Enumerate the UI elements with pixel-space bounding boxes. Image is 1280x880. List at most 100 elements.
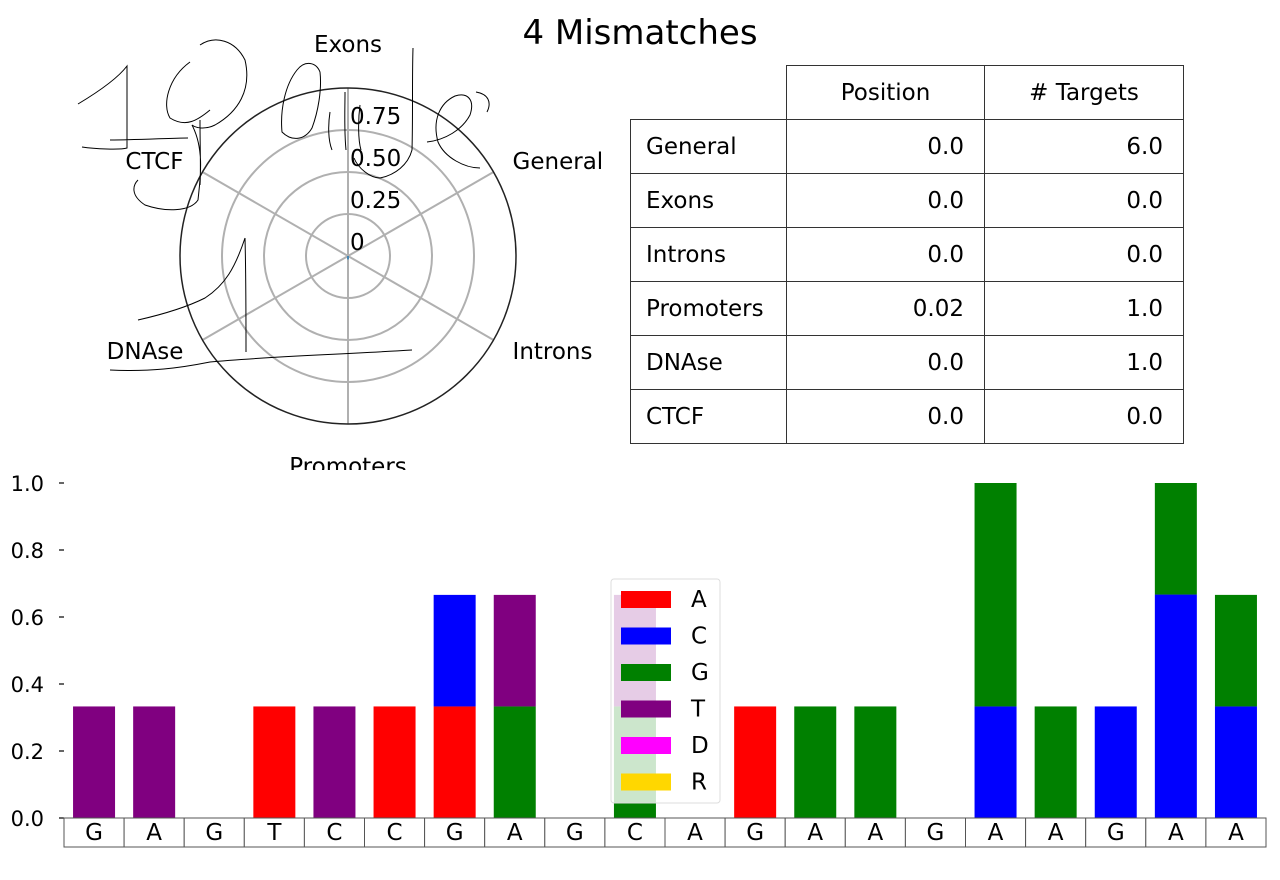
bar-segment-T [73,706,116,818]
legend-label: R [691,770,707,796]
sequence-cell [724,817,786,848]
radar-axis-label: Promoters [289,454,407,470]
x-tick-label: G [927,820,945,846]
row-label: Exons [630,173,787,228]
x-tick-label: A [687,820,703,846]
bar-segment-C [974,706,1017,818]
row-label: Promoters [630,281,787,336]
x-tick-label: A [507,820,523,846]
sequence-cell [844,817,906,848]
sequence-cell [784,817,846,848]
targets-value: 6.0 [984,119,1184,174]
radar-tick-label: 0.75 [350,104,401,130]
bar-segment-C [1154,594,1197,818]
bar-segment-T [613,594,656,707]
x-tick-label: A [1168,820,1184,846]
position-value: 0.0 [786,173,985,228]
x-tick-label: G [446,820,464,846]
bar-segment-A [373,706,416,818]
table-row: DNAse 0.0 1.0 [630,335,1184,390]
table-row: Exons 0.0 0.0 [630,173,1184,228]
table-row: CTCF 0.0 0.0 [630,389,1184,444]
scribble-stroke [281,47,414,179]
position-value: 0.02 [786,281,985,336]
bar-segment-G [1214,594,1257,707]
radar-tick-label: 0 [350,230,365,256]
y-tick-label: 1.0 [11,472,44,496]
radar-axis-label: DNAse [107,339,184,365]
bar-segment-T [313,706,356,818]
radar-spoke [202,255,349,341]
legend-swatch-T [621,700,671,718]
radar-tick-labels: 0 0.25 0.50 0.75 [350,104,401,256]
radar-grid [179,87,517,425]
radar-axis-label: General [513,149,604,175]
y-tick-label: 0.0 [11,807,44,831]
table-row: Promoters 0.02 1.0 [630,281,1184,336]
x-tick-label: G [1107,820,1125,846]
x-tick-label: G [746,820,764,846]
sequence-cell [424,817,486,848]
bar-series [73,483,1257,818]
bar-segment-A [734,706,777,818]
radar-axis-label: CTCF [125,149,183,175]
sequence-cell [664,817,726,848]
x-tick-label: G [205,820,223,846]
legend-swatch-D [621,737,671,754]
summary-table: Position # Targets General 0.0 6.0 Exons… [630,65,1184,444]
sequence-cell [1145,817,1207,848]
sequence-cell [604,817,666,848]
targets-value: 1.0 [984,281,1184,336]
x-tick-label: G [566,820,584,846]
y-tick-label: 0.6 [11,606,44,630]
x-tick-label: G [85,820,103,846]
bar-segment-G [613,706,656,818]
table-corner-cell [631,66,787,120]
y-tick-label: 0.4 [11,673,44,697]
sequence-cell [484,817,546,848]
targets-value: 1.0 [984,335,1184,390]
radar-outer-ring [179,87,517,425]
legend-label: C [691,624,707,650]
legend-label: A [691,587,707,613]
bar-segment-G [794,706,837,818]
targets-value: 0.0 [984,227,1184,282]
legend-box [610,578,721,804]
radar-axis-labels: Exons General Introns Promoters DNAse CTCF [107,32,604,470]
row-label: Introns [630,227,787,282]
table-row: General 0.0 6.0 [630,119,1184,174]
row-label: DNAse [630,335,787,390]
sequence-cell [544,817,606,848]
column-header-targets: # Targets [984,65,1184,120]
bar-segment-G [493,706,536,818]
row-label: CTCF [630,389,787,444]
legend-label: T [690,697,706,723]
y-tick-label: 0.2 [11,740,44,764]
page-title: 4 Mismatches [522,13,758,53]
x-tick-label: A [1048,820,1064,846]
bar-segment-T [493,594,536,707]
x-tick-label: A [1228,820,1244,846]
sequence-cell [1085,817,1147,848]
targets-value: 0.0 [984,389,1184,444]
legend-label: G [691,660,709,686]
sequence-cell [63,817,125,848]
position-value: 0.0 [786,389,985,444]
x-tick-label: A [146,820,162,846]
scribble-stroke [77,64,189,150]
legend-swatch-G [621,664,671,681]
radar-spoke [347,171,494,257]
sequence-cell [364,817,426,848]
radar-tick-label: 0.25 [350,188,401,214]
sequence-cell [1025,817,1087,848]
sequence-cell [303,817,365,848]
column-header-position: Position [786,65,985,120]
bar-segment-G [1034,706,1077,818]
bar-segment-G [974,483,1017,707]
legend-swatch-A [621,591,671,608]
sequence-cell [123,817,185,848]
bar-segment-C [1094,706,1137,818]
position-value: 0.0 [786,335,985,390]
